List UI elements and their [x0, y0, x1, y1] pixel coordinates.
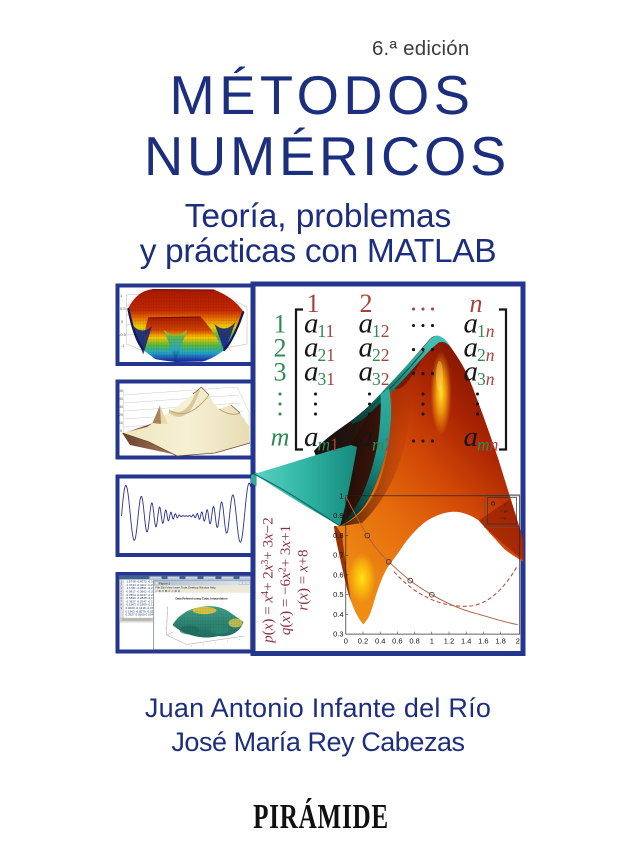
- svg-text:Data Refined using Cubic Inter: Data Refined using Cubic Interpolation: [176, 597, 228, 601]
- svg-text:40: 40: [119, 397, 123, 401]
- svg-text:0.8: 0.8: [409, 637, 419, 646]
- svg-text:1.4: 1.4: [461, 637, 471, 646]
- svg-text:q(x) = −6x2+ 3x+1: q(x) = −6x2+ 3x+1: [278, 525, 295, 635]
- svg-text:n: n: [470, 289, 483, 318]
- svg-text:32: 32: [372, 369, 390, 389]
- svg-text:20: 20: [119, 413, 123, 417]
- svg-text:0.3: 0.3: [333, 630, 343, 639]
- svg-text:Figure 1: Figure 1: [159, 582, 170, 586]
- svg-text:2: 2: [516, 637, 520, 646]
- svg-text:0: 0: [121, 319, 124, 324]
- svg-text:-1.1781 -0.3891 -0.2782 -0.168: -1.1781 -0.3891 -0.2782 -0.1687 -0.0563: [126, 586, 181, 590]
- svg-text:4: 4: [121, 589, 123, 593]
- svg-text:0.0000 -0.1218 -0.0775 -0.0444: 0.0000 -0.1218 -0.0775 -0.0444 -0.0148: [126, 606, 180, 610]
- svg-text:-1.3744 -0.4112 -0.2976 -0.179: -1.3744 -0.4112 -0.2976 -0.1790 -0.0597: [126, 583, 180, 587]
- svg-text:2n: 2n: [477, 345, 495, 365]
- svg-text:a: a: [464, 421, 479, 453]
- svg-text:2: 2: [360, 289, 373, 318]
- svg-text:a: a: [464, 308, 479, 340]
- svg-text:a: a: [464, 332, 479, 364]
- svg-text:0.7: 0.7: [333, 551, 343, 560]
- svg-text:0.5: 0.5: [333, 590, 343, 599]
- svg-text:a: a: [359, 421, 374, 453]
- svg-text:0: 0: [344, 637, 348, 646]
- svg-text:v: v: [504, 502, 507, 507]
- svg-text:-0.9817 -0.3602 -0.2545 -0.154: -0.9817 -0.3602 -0.2545 -0.1545 -0.0516: [126, 590, 181, 594]
- svg-text:7: 7: [121, 599, 123, 603]
- svg-text:1: 1: [430, 637, 434, 646]
- svg-text:0.2: 0.2: [358, 637, 368, 646]
- svg-text:6: 6: [121, 596, 123, 600]
- svg-text:3: 3: [121, 586, 123, 590]
- svg-text:12: 12: [372, 321, 390, 341]
- svg-text:a: a: [359, 356, 374, 388]
- svg-text:1n: 1n: [477, 321, 495, 341]
- svg-text:0.1963 -0.0579 -0.0328 -0.0174: 0.1963 -0.0579 -0.0328 -0.0174 -0.0058: [126, 609, 180, 613]
- svg-text:50: 50: [119, 389, 123, 393]
- svg-text:a: a: [359, 308, 374, 340]
- svg-text:9: 9: [121, 606, 123, 610]
- svg-text:0.9: 0.9: [333, 511, 343, 520]
- svg-text:0.6: 0.6: [392, 637, 402, 646]
- svg-text:0.8: 0.8: [333, 531, 343, 540]
- svg-text:-0.7854 -0.3247 -0.2265 -0.137: -0.7854 -0.3247 -0.2265 -0.1372 -0.0458: [126, 593, 181, 597]
- svg-text:-1.5708 -0.4375 -0.3125 -0.187: -1.5708 -0.4375 -0.3125 -0.1875 -0.0625: [126, 580, 181, 584]
- svg-text:2: 2: [274, 334, 287, 363]
- svg-text:m: m: [271, 423, 290, 452]
- svg-text:5: 5: [121, 593, 123, 597]
- svg-text:a: a: [304, 332, 319, 364]
- svg-text:0.3927 0.0100 0.0141 0.0107 0.: 0.3927 0.0100 0.0141 0.0107 0.0036: [126, 613, 176, 617]
- svg-text:0.6: 0.6: [333, 570, 343, 579]
- svg-text:m2: m2: [372, 435, 393, 455]
- svg-text:mn: mn: [477, 435, 499, 455]
- svg-text:1: 1: [339, 492, 343, 501]
- svg-text:3n: 3n: [477, 369, 495, 389]
- svg-text:-0.1963 -0.1809 -0.1196 -0.070: -0.1963 -0.1809 -0.1196 -0.0703 -0.0234: [126, 603, 180, 607]
- svg-text:1.2: 1.2: [444, 637, 454, 646]
- svg-text:a: a: [304, 356, 319, 388]
- svg-text:0.4: 0.4: [333, 610, 343, 619]
- svg-text:-0.3927 -0.2347 -0.1587 -0.094: -0.3927 -0.2347 -0.1587 -0.0947 -0.0316: [126, 599, 181, 603]
- svg-text:1: 1: [307, 289, 320, 318]
- svg-text:2: 2: [121, 583, 123, 587]
- svg-text:File Edit View Insert Tool: File Edit View Insert Tools Desktop Wind…: [156, 586, 217, 590]
- svg-text:e*: e*: [504, 509, 509, 514]
- svg-text:1: 1: [120, 293, 123, 298]
- svg-text:a: a: [304, 421, 319, 453]
- svg-text:10: 10: [119, 421, 123, 425]
- svg-text:31: 31: [318, 369, 336, 389]
- svg-text:r(x) = x+8: r(x) = x+8: [296, 549, 312, 610]
- svg-text:3: 3: [274, 358, 287, 387]
- svg-text:8: 8: [121, 603, 123, 607]
- svg-text:p(x) = x4+ 2x3+ 3x−2: p(x) = x4+ 2x3+ 3x−2: [260, 517, 277, 644]
- svg-text:-0.5890 -0.2828 -0.1945 -0.117: -0.5890 -0.2828 -0.1945 -0.1171 -0.0391: [126, 596, 180, 600]
- svg-text:11: 11: [318, 321, 335, 341]
- svg-text:a: a: [464, 356, 479, 388]
- svg-text:-0.5: -0.5: [119, 332, 127, 337]
- svg-text:m1: m1: [318, 435, 339, 455]
- svg-text:21: 21: [318, 345, 336, 365]
- svg-text:a: a: [304, 308, 319, 340]
- svg-text:0: 0: [120, 429, 122, 433]
- svg-text:n: n: [504, 516, 507, 521]
- svg-text:30: 30: [119, 405, 123, 409]
- svg-text:-1: -1: [121, 343, 125, 348]
- svg-text:1.8: 1.8: [495, 637, 505, 646]
- svg-text:a: a: [359, 332, 374, 364]
- svg-text:22: 22: [372, 345, 390, 365]
- svg-text:1.6: 1.6: [478, 637, 488, 646]
- svg-text:1: 1: [274, 310, 287, 339]
- svg-text:1: 1: [121, 579, 123, 583]
- svg-text:0.4: 0.4: [375, 637, 385, 646]
- svg-text:0.5: 0.5: [120, 306, 126, 311]
